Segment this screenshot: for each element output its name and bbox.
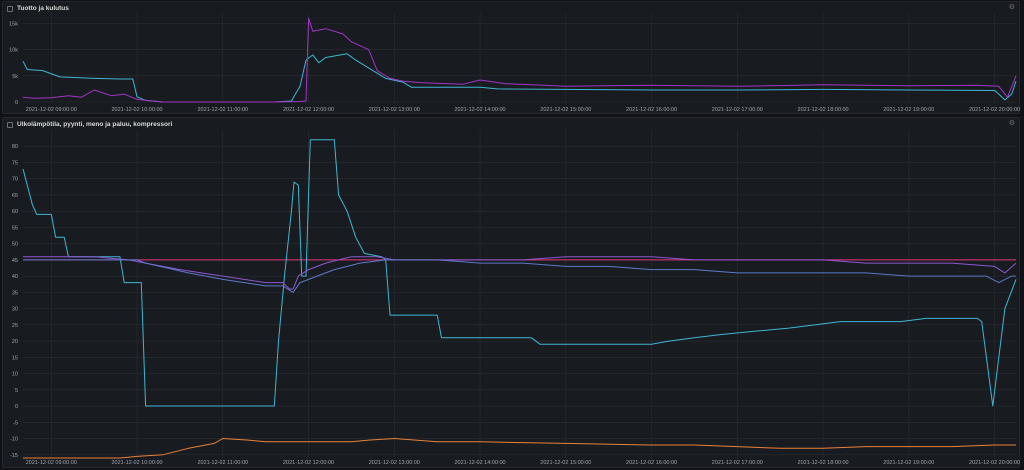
x-tick-label: 2021-12-02 20:00:00 [969, 107, 1020, 113]
x-tick-label: 2021-12-02 17:00:00 [712, 107, 763, 113]
x-tick-label: 2021-12-02 18:00:00 [798, 107, 849, 113]
series-line-3 [23, 259, 1016, 293]
y-tick-label: 45 [12, 258, 18, 264]
y-tick-label: 10 [12, 372, 18, 378]
y-tick-label: 60 [12, 209, 18, 215]
y-tick-label: 5k [12, 74, 18, 80]
x-tick-label: 2021-12-02 19:00:00 [883, 107, 934, 113]
x-tick-label: 2021-12-02 15:00:00 [540, 460, 591, 466]
y-tick-label: 65 [12, 193, 18, 199]
series-line-1 [22, 139, 1017, 407]
x-tick-label: 2021-12-02 14:00:00 [455, 460, 506, 466]
series-line-0 [22, 53, 1017, 103]
y-tick-label: -5 [13, 420, 18, 426]
x-tick-label: 2021-12-02 13:00:00 [369, 460, 420, 466]
chart-tuotto-kulutus: 0 5k 10k 15k 2021-12-02 09:00:00 2021-12-02 1… [9, 13, 1020, 113]
x-tick-label: 2021-12-02 09:00:00 [26, 107, 77, 113]
panel-drag-icon[interactable] [7, 122, 13, 128]
x-tick-label: 2021-12-02 14:00:00 [455, 107, 506, 113]
y-tick-label: -15 [10, 453, 18, 459]
x-tick-label: 2021-12-02 20:00:00 [969, 460, 1020, 466]
x-tick-label: 2021-12-02 17:00:00 [712, 460, 763, 466]
x-tick-label: 2021-12-02 11:00:00 [197, 107, 248, 113]
series-line-1 [22, 17, 1017, 103]
x-tick-label: 2021-12-02 18:00:00 [798, 460, 849, 466]
y-tick-label: 10k [9, 48, 18, 54]
y-tick-label: 75 [12, 160, 18, 166]
panel-title: Ulkolämpötila, pyynti, meno ja paluu, ko… [17, 121, 173, 128]
x-tick-label: 2021-12-02 10:00:00 [112, 107, 163, 113]
y-tick-label: 20 [12, 339, 18, 345]
panel-lampotilat: Ulkolämpötila, pyynti, meno ja paluu, ko… [2, 117, 1020, 468]
x-tick-label: 2021-12-02 09:00:00 [26, 460, 77, 466]
y-tick-label: 70 [12, 177, 18, 183]
y-tick-label: 15 [12, 355, 18, 361]
chart-lampotilat: -15 -10 -5 0 5 10 15 20 25 30 35 40 45 50 55 60 65 70 75 80… [10, 130, 1020, 466]
x-tick-label: 2021-12-02 10:00:00 [112, 460, 163, 466]
panel-drag-icon[interactable] [7, 6, 13, 12]
panel-title: Tuotto ja kulutus [17, 5, 69, 12]
x-tick-label: 2021-12-02 15:00:00 [540, 107, 591, 113]
x-tick-label: 2021-12-02 19:00:00 [883, 460, 934, 466]
y-tick-label: 0 [15, 404, 18, 410]
y-tick-label: 30 [12, 307, 18, 313]
x-tick-label: 2021-12-02 12:00:00 [283, 107, 334, 113]
y-tick-label: 35 [12, 290, 18, 296]
y-tick-label: 55 [12, 225, 18, 231]
gear-icon[interactable]: ⚙ [1008, 4, 1015, 11]
y-tick-label: 5 [15, 388, 18, 394]
grid [23, 130, 1016, 458]
x-tick-label: 2021-12-02 12:00:00 [283, 460, 334, 466]
series-line-4 [23, 438, 1016, 459]
x-tick-label: 2021-12-02 16:00:00 [626, 460, 677, 466]
y-tick-label: 50 [12, 242, 18, 248]
panel-tuotto-kulutus: Tuotto ja kulutus ⚙ 0 5k 10k 15k 2021-12-02 … [2, 1, 1020, 114]
x-tick-label: 2021-12-02 16:00:00 [626, 107, 677, 113]
x-tick-label: 2021-12-02 11:00:00 [197, 460, 248, 466]
y-tick-label: -10 [10, 437, 18, 443]
x-tick-label: 2021-12-02 13:00:00 [369, 107, 420, 113]
y-tick-label: 25 [12, 323, 18, 329]
y-tick-label: 80 [12, 144, 18, 150]
gear-icon[interactable]: ⚙ [1008, 120, 1015, 127]
y-tick-label: 15k [9, 21, 18, 27]
y-tick-label: 40 [12, 274, 18, 280]
y-tick-label: 0 [15, 100, 18, 106]
